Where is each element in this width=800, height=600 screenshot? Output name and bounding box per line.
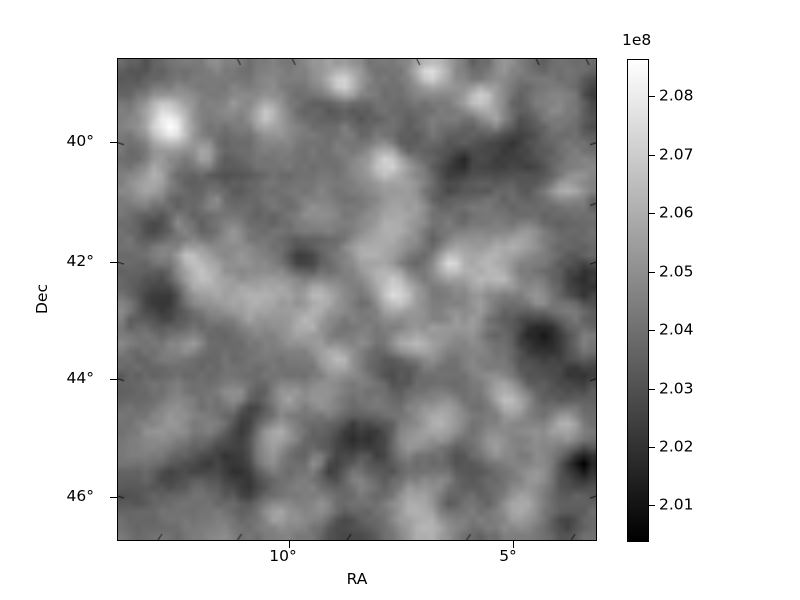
y-tick-mark [110, 262, 117, 263]
y-tick-label-40: 40° [66, 132, 94, 150]
colorbar-tick-mark [649, 505, 655, 506]
colorbar-tick-mark [649, 213, 655, 214]
colorbar-tick-mark [649, 389, 655, 390]
y-tick-mark [110, 142, 117, 143]
y-tick-mark [110, 497, 117, 498]
colorbar-offset-text: 1e8 [622, 31, 652, 49]
x-axis-label: RA [346, 570, 368, 588]
y-tick-label-46: 46° [66, 487, 94, 505]
sky-map-axes[interactable] [117, 58, 597, 541]
colorbar-tick-label-208: 2.08 [659, 86, 694, 105]
colorbar-tick-label-203: 2.03 [659, 379, 694, 398]
colorbar-tick-label-201: 2.01 [659, 495, 694, 514]
colorbar-tick-label-207: 2.07 [659, 145, 694, 164]
colorbar-tick-label-204: 2.04 [659, 320, 694, 339]
y-axis-label: Dec [33, 284, 51, 314]
colorbar-gradient [627, 59, 649, 542]
colorbar-tick-mark [649, 155, 655, 156]
colorbar-tick-label-205: 2.05 [659, 262, 694, 281]
colorbar[interactable] [627, 59, 649, 542]
x-tick-label-10: 10° [269, 547, 297, 565]
x-tick-mark [289, 541, 290, 548]
colorbar-tick-mark [649, 96, 655, 97]
y-tick-label-44: 44° [66, 369, 94, 387]
colorbar-tick-mark [649, 330, 655, 331]
sky-map-image [118, 59, 596, 540]
y-tick-mark [110, 379, 117, 380]
colorbar-tick-label-206: 2.06 [659, 203, 694, 222]
colorbar-tick-mark [649, 272, 655, 273]
x-tick-label-5: 5° [499, 547, 517, 565]
colorbar-tick-mark [649, 447, 655, 448]
x-tick-mark [513, 541, 514, 548]
colorbar-tick-label-202: 2.02 [659, 437, 694, 456]
y-tick-label-42: 42° [66, 252, 94, 270]
